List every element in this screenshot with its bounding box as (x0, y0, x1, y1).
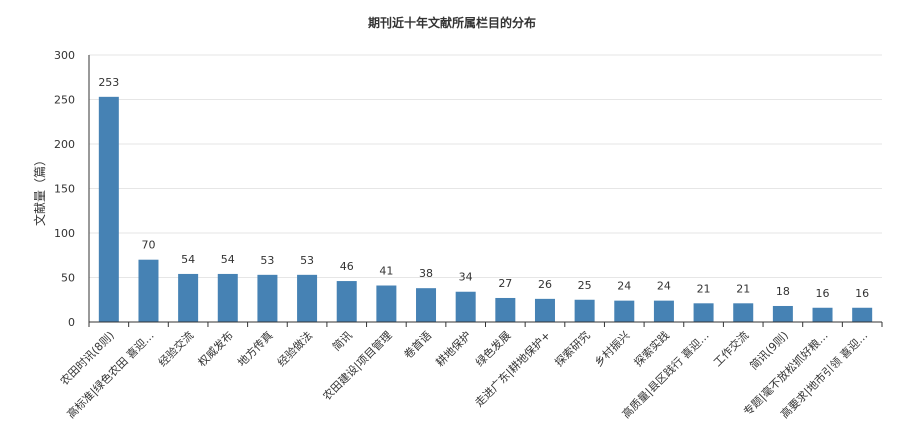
bar (614, 300, 635, 322)
data-label: 16 (855, 287, 869, 300)
data-label: 53 (260, 254, 274, 267)
category-label: 走进广东|耕地保护+ (472, 328, 553, 409)
data-label: 253 (98, 76, 119, 89)
bar (376, 285, 397, 322)
bar (178, 273, 199, 322)
bar (495, 297, 516, 322)
y-tick-label: 250 (54, 94, 75, 107)
category-label: 绿色发展 (472, 328, 513, 369)
bar (812, 307, 833, 322)
bar (98, 96, 119, 322)
category-label: 地方传真 (235, 328, 276, 369)
chart-title: 期刊近十年文献所属栏目的分布 (368, 15, 536, 30)
data-label: 24 (617, 280, 631, 293)
category-label: 经验做法 (274, 328, 315, 369)
data-label: 21 (736, 282, 750, 295)
data-label: 24 (657, 280, 671, 293)
grid-lines (89, 54, 882, 278)
data-label: 54 (221, 253, 235, 266)
category-label: 农田建设|项目管理 (320, 328, 395, 403)
y-tick-label: 50 (61, 272, 75, 285)
data-label: 18 (776, 285, 790, 298)
bar (693, 303, 714, 322)
bar (336, 281, 357, 322)
bar (297, 274, 318, 322)
data-label: 26 (538, 278, 552, 291)
y-tick-label: 0 (68, 316, 75, 329)
y-tick-label: 150 (54, 183, 75, 196)
data-label: 38 (419, 267, 433, 280)
bar (574, 299, 595, 322)
category-label: 乡村振兴 (591, 328, 632, 369)
y-tick-label: 100 (54, 227, 75, 240)
y-tick-labels: 0 50 100 150 200 250 300 (54, 49, 75, 329)
data-label: 16 (816, 287, 830, 300)
data-label: 41 (379, 265, 393, 278)
bar (772, 305, 793, 322)
category-labels: 农田时讯(8则)高标准|绿色农田 喜迎… 经验交流 权威发布 地方传真 经验做法 简讯农田… (57, 322, 883, 421)
bar (138, 259, 159, 322)
data-label: 53 (300, 254, 314, 267)
data-label: 54 (181, 253, 195, 266)
data-labels: 253 70 54 54 53 53 46 41 38 34 27 26 25 24 24 21 21 18 16 1… (98, 76, 869, 300)
category-label: 简讯 (329, 328, 354, 353)
data-label: 21 (697, 282, 711, 295)
data-label: 34 (459, 271, 473, 284)
category-label: 卷首语 (401, 328, 434, 361)
data-label: 46 (340, 260, 354, 273)
bar (257, 274, 278, 322)
bar (455, 291, 476, 322)
category-label: 耕地保护 (433, 328, 474, 369)
data-label: 27 (498, 277, 512, 290)
data-label: 25 (578, 279, 592, 292)
y-tick-label: 300 (54, 49, 75, 62)
category-label: 探索研究 (552, 328, 593, 369)
bar (852, 307, 873, 322)
bar (733, 303, 754, 322)
bars (98, 96, 873, 322)
category-label: 权威发布 (195, 328, 236, 369)
bar (653, 300, 674, 322)
bar (217, 273, 238, 322)
y-axis-label: 文献量（篇） (32, 154, 47, 226)
data-label: 70 (141, 239, 155, 252)
category-label: 工作交流 (710, 328, 751, 369)
category-label: 探索实践 (631, 328, 672, 369)
y-tick-label: 200 (54, 138, 75, 151)
category-label: 经验交流 (155, 328, 196, 369)
bar (416, 288, 437, 322)
bar (534, 298, 555, 322)
